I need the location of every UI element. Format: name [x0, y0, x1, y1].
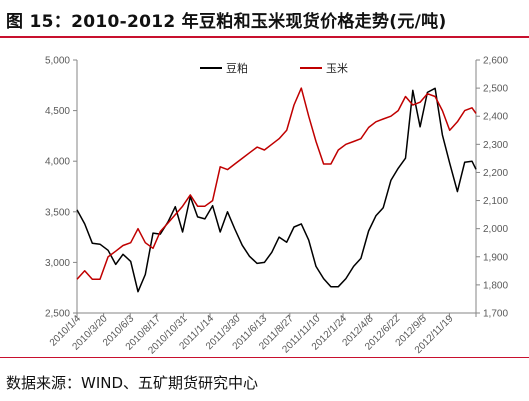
- left-tick-label: 2,500: [45, 309, 70, 320]
- right-tick-label: 2,400: [483, 112, 508, 123]
- legend-label-corn: 玉米: [326, 62, 348, 75]
- source-divider: [0, 357, 529, 358]
- title-divider: [0, 36, 529, 38]
- chart-title: 图 15：2010-2012 年豆粕和玉米现货价格走势(元/吨): [6, 12, 447, 32]
- left-tick-label: 3,000: [45, 258, 70, 269]
- series-line-corn: [76, 87, 477, 281]
- right-tick-label: 2,300: [483, 140, 508, 151]
- right-tick-label: 2,100: [483, 196, 508, 207]
- right-tick-label: 2,200: [483, 168, 508, 179]
- left-tick-label: 3,500: [45, 207, 70, 218]
- right-tick-label: 1,900: [483, 252, 508, 263]
- right-tick-label: 2,000: [483, 224, 508, 235]
- legend-label-soybean-meal: 豆粕: [226, 61, 248, 75]
- chart-axes: 2,500 3,000 3,500 4,000 4,500 5,000 1,700 1,800…: [45, 56, 508, 357]
- right-tick-label: 2,500: [483, 84, 508, 95]
- left-tick-label: 4,000: [45, 157, 70, 168]
- left-tick-label: 4,500: [45, 106, 70, 117]
- chart-legend: 豆粕 玉米: [200, 61, 348, 75]
- data-source: 数据来源：WIND、五矿期货研究中心: [6, 374, 259, 392]
- right-tick-label: 2,600: [483, 56, 508, 67]
- right-tick-label: 1,700: [483, 309, 508, 320]
- left-tick-label: 5,000: [45, 56, 70, 67]
- series-line-soybean-meal: [76, 87, 477, 293]
- right-tick-label: 1,800: [483, 280, 508, 291]
- chart-series: [76, 87, 477, 293]
